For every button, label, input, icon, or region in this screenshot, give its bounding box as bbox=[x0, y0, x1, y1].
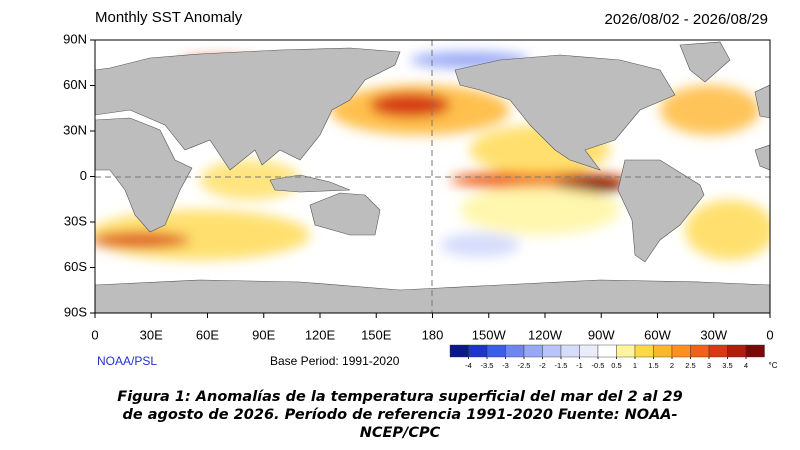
lat-label: 30N bbox=[63, 122, 87, 137]
colorbar-tick-label: -0.5 bbox=[592, 361, 605, 370]
colorbar: -4 -3.5 -3 -2.5 -2 -1.5 -1 -0.5 0.5 1 1.5 2 2.5 3 3.5 4… bbox=[449, 344, 778, 370]
colorbar-swatch bbox=[671, 344, 691, 358]
colorbar-tick-label: -1.5 bbox=[555, 361, 568, 370]
base-period: Base Period: 1991-2020 bbox=[270, 354, 400, 368]
colorbar-tick-label: 4 bbox=[744, 361, 748, 370]
colorbar-tick-label: -2.5 bbox=[518, 361, 531, 370]
lon-label: 90E bbox=[252, 327, 275, 342]
colorbar-tick-label: -1 bbox=[576, 361, 583, 370]
caption: Figura 1: Anomalías de la temperatura su… bbox=[0, 388, 800, 442]
colorbar-swatch bbox=[634, 344, 654, 358]
colorbar-unit: °C bbox=[769, 361, 778, 370]
colorbar-tick-label: 1.5 bbox=[648, 361, 658, 370]
lon-label: 120W bbox=[528, 327, 563, 342]
colorbar-swatch bbox=[560, 344, 580, 358]
land-greenland bbox=[679, 41, 731, 83]
lon-label: 30E bbox=[140, 327, 163, 342]
land-indonesia bbox=[269, 174, 351, 193]
colorbar-tick-label: 1 bbox=[633, 361, 637, 370]
lat-label: 60S bbox=[64, 259, 87, 274]
colorbar-swatch bbox=[542, 344, 562, 358]
lon-label: 150W bbox=[472, 327, 507, 342]
land-europe-west bbox=[754, 84, 770, 119]
lat-label: 60N bbox=[63, 77, 87, 92]
colorbar-tick-label: 3 bbox=[707, 361, 711, 370]
lat-label: 90N bbox=[63, 31, 87, 46]
lat-label: 30S bbox=[64, 213, 87, 228]
land-australia bbox=[309, 192, 381, 236]
lon-label: 150E bbox=[361, 327, 392, 342]
land-africa bbox=[95, 117, 193, 233]
colorbar-tick-label: -3.5 bbox=[481, 361, 494, 370]
colorbar-swatch bbox=[616, 344, 636, 358]
caption-line: Figura 1: Anomalías de la temperatura su… bbox=[117, 389, 683, 405]
colorbar-tick-label: 3.5 bbox=[722, 361, 732, 370]
map-figure: Monthly SST Anomaly 2026/08/02 - 2026/08… bbox=[63, 9, 778, 370]
colorbar-swatch bbox=[468, 344, 488, 358]
colorbar-swatch bbox=[505, 344, 525, 358]
lat-label: 0 bbox=[80, 168, 87, 183]
land-antarctica bbox=[95, 279, 770, 313]
date-range: 2026/08/02 - 2026/08/29 bbox=[605, 11, 768, 28]
lon-label: 180 bbox=[422, 327, 444, 342]
land-north-america bbox=[454, 54, 676, 171]
lon-label: 0 bbox=[766, 327, 773, 342]
source: NOAA/PSL bbox=[97, 354, 157, 368]
colorbar-swatch bbox=[597, 344, 617, 358]
title: Monthly SST Anomaly bbox=[95, 9, 243, 26]
axes: 90N 60N 30N 0 30S 60S 90S 0 30E 60E 90E 120E 150E 180… bbox=[63, 31, 773, 342]
colorbar-swatch bbox=[653, 344, 673, 358]
colorbar-swatch bbox=[579, 344, 599, 358]
lat-label: 90S bbox=[64, 304, 87, 319]
colorbar-tick-label: -2 bbox=[539, 361, 546, 370]
colorbar-swatch bbox=[745, 344, 765, 358]
colorbar-tick-label: 2 bbox=[670, 361, 674, 370]
land-africa-west bbox=[754, 144, 770, 171]
lon-label: 0 bbox=[91, 327, 98, 342]
lon-label: 60E bbox=[196, 327, 219, 342]
colorbar-swatch bbox=[690, 344, 710, 358]
colorbar-swatch bbox=[523, 344, 543, 358]
lon-label: 90W bbox=[588, 327, 615, 342]
colorbar-swatch bbox=[486, 344, 506, 358]
colorbar-tick-label: -4 bbox=[465, 361, 472, 370]
land-eurasia bbox=[95, 47, 401, 171]
map bbox=[95, 40, 770, 313]
colorbar-swatch bbox=[449, 344, 469, 358]
caption-line: de agosto de 2026. Período de referencia… bbox=[122, 407, 678, 423]
lon-label: 120E bbox=[305, 327, 336, 342]
caption-line: NCEP/CPC bbox=[359, 425, 441, 441]
lon-label: 30W bbox=[700, 327, 727, 342]
colorbar-tick-label: 0.5 bbox=[611, 361, 621, 370]
colorbar-tick-label: -3 bbox=[502, 361, 509, 370]
colorbar-tick-label: 2.5 bbox=[685, 361, 695, 370]
colorbar-swatch bbox=[727, 344, 747, 358]
colorbar-swatch bbox=[708, 344, 728, 358]
lon-label: 60W bbox=[644, 327, 671, 342]
